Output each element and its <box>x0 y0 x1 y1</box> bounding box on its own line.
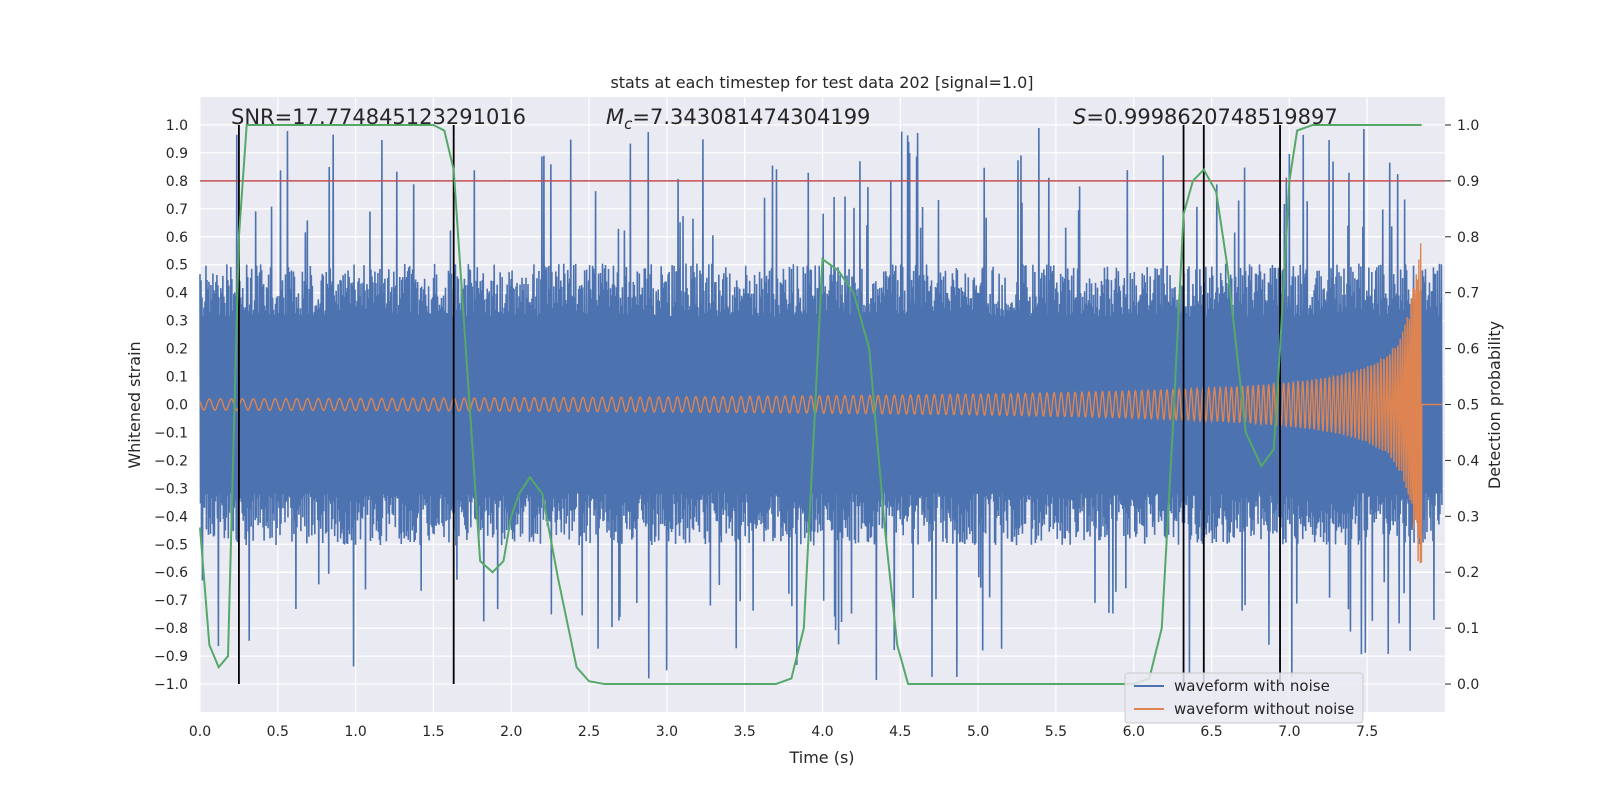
chirp-mass-subscript: c <box>624 115 633 133</box>
y-right-tick-label: 0.8 <box>1457 230 1479 246</box>
y-left-axis-label: Whitened strain <box>125 341 144 468</box>
x-tick-label: 7.5 <box>1356 724 1378 740</box>
y-left-tick-label: 1.0 <box>166 118 188 134</box>
y-right-tick-label: 0.9 <box>1457 174 1479 190</box>
y-left-tick-label: 0.1 <box>166 370 188 386</box>
x-tick-label: 5.5 <box>1045 724 1067 740</box>
x-tick-label: 1.5 <box>422 724 444 740</box>
y-left-tick-label: 0.7 <box>166 202 188 218</box>
significance-symbol: S <box>1073 105 1086 129</box>
clean-series <box>199 243 1442 564</box>
x-tick-labels: 0.0 0.5 1.0 1.5 2.0 2.5 3.0 3.5 4.0 4.5 5.0 5.5 6.0 6… <box>189 724 1378 740</box>
y-left-tick-labels: 1.0 0.9 0.8 0.7 0.6 0.5 0.4 0.3 0.2 0.1 0.0 −0.1 −0.… <box>154 118 188 693</box>
y-left-tick-label: −0.2 <box>154 453 188 469</box>
y-left-tick-label: −0.3 <box>154 481 188 497</box>
snr-annotation: SNR=17.774845123291016 <box>231 105 526 129</box>
clean-waveform-line <box>199 243 1442 564</box>
y-right-axis-label: Detection probability <box>1485 321 1504 489</box>
chirp-mass-annotation: Mc=7.343081474304199 <box>606 105 870 133</box>
y-left-tick-label: 0.0 <box>166 398 188 414</box>
y-right-tick-label: 0.5 <box>1457 398 1479 414</box>
chart-title: stats at each timestep for test data 202… <box>610 73 1033 92</box>
y-right-tick-label: 0.6 <box>1457 342 1479 358</box>
legend-label-clean: waveform without noise <box>1174 700 1354 718</box>
significance-value: =0.9998620748519897 <box>1086 105 1337 129</box>
y-right-tick-label: 0.3 <box>1457 509 1479 525</box>
x-tick-label: 3.0 <box>656 724 678 740</box>
probability-series <box>199 123 1422 686</box>
y-left-tick-label: −0.7 <box>154 593 188 609</box>
y-right-tick-labels: 1.0 0.9 0.8 0.7 0.6 0.5 0.4 0.3 0.2 0.1 0.0 <box>1445 118 1479 693</box>
x-tick-label: 6.0 <box>1123 724 1145 740</box>
y-left-tick-label: −0.5 <box>154 537 188 553</box>
x-tick-label: 2.0 <box>500 724 522 740</box>
x-tick-label: 0.5 <box>267 724 289 740</box>
legend-label-noise: waveform with noise <box>1174 677 1330 695</box>
y-left-tick-label: −0.6 <box>154 565 188 581</box>
y-left-tick-label: 0.5 <box>166 258 188 274</box>
y-right-tick-label: 0.7 <box>1457 286 1479 302</box>
y-left-tick-label: −0.4 <box>154 509 188 525</box>
y-left-tick-label: −0.1 <box>154 425 188 441</box>
x-tick-label: 6.5 <box>1200 724 1222 740</box>
y-left-tick-label: 0.4 <box>166 286 188 302</box>
x-axis-label: Time (s) <box>788 748 854 767</box>
x-tick-label: 4.5 <box>889 724 911 740</box>
legend: waveform with noise waveform without noi… <box>1124 672 1364 724</box>
x-tick-label: 4.0 <box>811 724 833 740</box>
y-left-tick-label: 0.9 <box>166 146 188 162</box>
x-tick-label: 5.0 <box>967 724 989 740</box>
y-left-tick-label: −1.0 <box>154 677 188 693</box>
significance-annotation: S=0.9998620748519897 <box>1073 105 1338 129</box>
x-tick-label: 3.5 <box>734 724 756 740</box>
y-left-tick-label: 0.8 <box>166 174 188 190</box>
y-left-tick-label: −0.9 <box>154 649 188 665</box>
y-left-tick-label: 0.6 <box>166 230 188 246</box>
y-right-tick-label: 0.2 <box>1457 565 1479 581</box>
y-right-tick-label: 0.1 <box>1457 621 1479 637</box>
y-right-tick-label: 1.0 <box>1457 118 1479 134</box>
chirp-mass-symbol: M <box>606 105 624 129</box>
y-left-tick-label: −0.8 <box>154 621 188 637</box>
x-tick-label: 2.5 <box>578 724 600 740</box>
legend-box <box>1124 672 1364 724</box>
probability-line <box>199 123 1422 686</box>
y-left-tick-label: 0.2 <box>166 342 188 358</box>
y-left-tick-label: 0.3 <box>166 314 188 330</box>
y-right-tick-label: 0.4 <box>1457 453 1479 469</box>
x-tick-label: 7.0 <box>1278 724 1300 740</box>
chirp-mass-value: =7.343081474304199 <box>632 105 870 129</box>
x-tick-label: 1.0 <box>344 724 366 740</box>
x-tick-label: 0.0 <box>189 724 211 740</box>
y-right-tick-label: 0.0 <box>1457 677 1479 693</box>
